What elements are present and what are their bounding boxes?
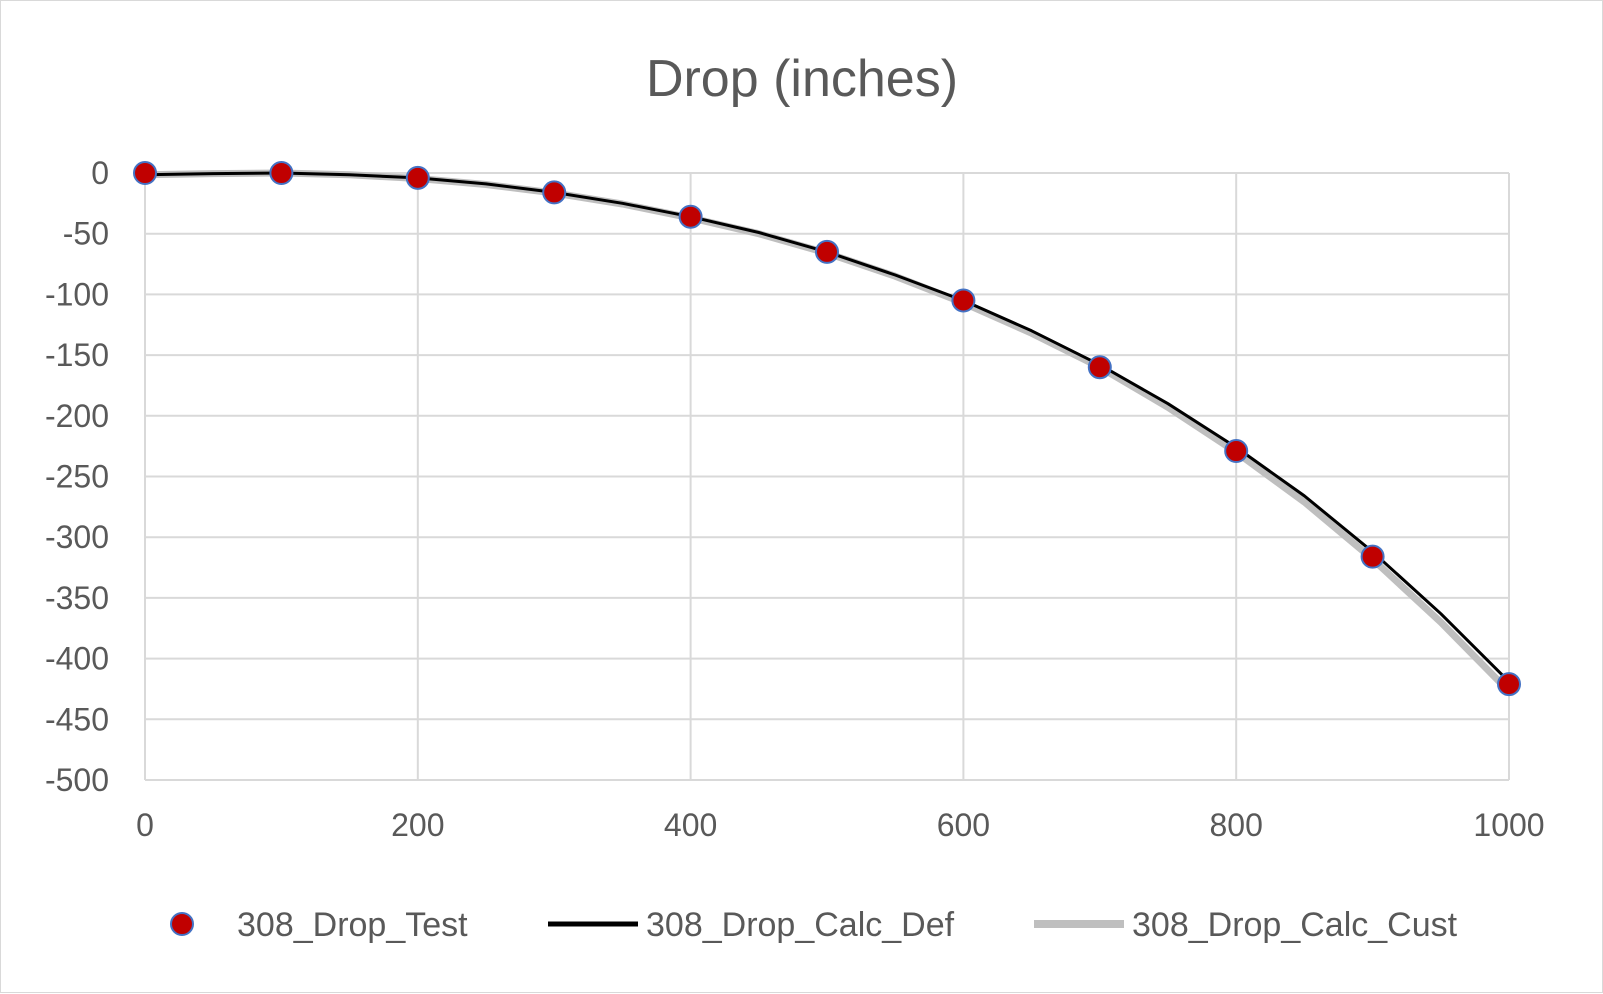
legend: 308_Drop_Test 308_Drop_Calc_Def 308_Drop… — [170, 906, 1458, 944]
x-tick-label: 800 — [1210, 807, 1263, 843]
legend-item-308-drop-calc-cust: 308_Drop_Calc_Cust — [1034, 906, 1458, 944]
data-point-308-drop-test — [815, 239, 839, 264]
data-point-308-drop-test — [1360, 544, 1385, 569]
legend-item-308-drop-test: 308_Drop_Test — [170, 906, 468, 944]
legend-label-308-drop-test: 308_Drop_Test — [237, 906, 468, 944]
legend-marker-308-drop-test — [170, 912, 194, 936]
x-tick-label: 400 — [664, 807, 717, 843]
chart-title: Drop (inches) — [646, 50, 958, 108]
data-point-308-drop-test — [1224, 439, 1249, 464]
x-tick-labels: 0 200 400 600 800 1000 — [136, 807, 1544, 843]
x-tick-label: 0 — [136, 807, 154, 843]
x-tick-label: 600 — [937, 807, 990, 843]
data-point-308-drop-test — [951, 288, 976, 313]
series-markers — [133, 161, 1521, 697]
y-tick-label: -250 — [45, 459, 109, 495]
legend-label-308-drop-calc-def: 308_Drop_Calc_Def — [646, 906, 955, 944]
y-tick-label: -400 — [45, 641, 109, 677]
data-point-308-drop-test — [542, 180, 567, 205]
y-tick-label: -200 — [45, 398, 109, 434]
y-tick-label: -100 — [45, 276, 109, 312]
y-tick-label: -350 — [45, 580, 109, 616]
data-point-308-drop-test — [133, 161, 157, 185]
data-point-308-drop-test — [678, 204, 703, 229]
data-point-308-drop-test — [1087, 355, 1112, 380]
legend-label-308-drop-calc-cust: 308_Drop_Calc_Cust — [1132, 906, 1458, 944]
data-point-308-drop-test — [1497, 672, 1521, 697]
data-point-308-drop-test — [269, 161, 294, 185]
x-tick-label: 200 — [391, 807, 444, 843]
y-tick-labels: 0 -50 -100 -150 -200 -250 -300 -350 -400 -450 -500 — [45, 155, 109, 798]
legend-item-308-drop-calc-def: 308_Drop_Calc_Def — [548, 906, 955, 944]
x-tick-label: 1000 — [1473, 807, 1544, 843]
data-point-308-drop-test — [405, 165, 430, 190]
y-tick-label: 0 — [91, 155, 109, 191]
y-tick-label: -450 — [45, 701, 109, 737]
y-tick-label: -500 — [45, 762, 109, 798]
y-tick-label: -150 — [45, 337, 109, 373]
y-tick-label: -300 — [45, 519, 109, 555]
y-tick-label: -50 — [63, 216, 109, 252]
y-gridlines — [145, 172, 1509, 781]
